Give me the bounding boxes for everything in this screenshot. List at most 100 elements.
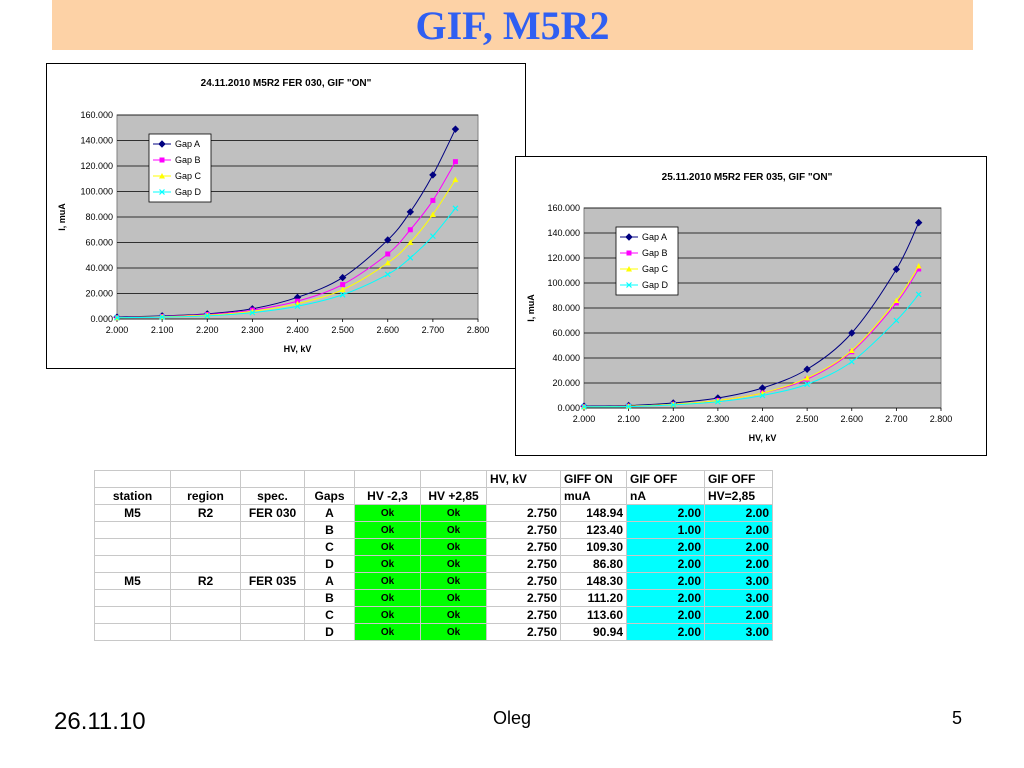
y-tick-label: 0.000 (557, 403, 580, 413)
table-row: B Ok Ok 2.750 123.40 1.00 2.00 (94, 521, 773, 539)
data-point (915, 263, 922, 269)
table-cell: 113.60 (560, 606, 627, 624)
header-cell (94, 470, 171, 488)
data-point (625, 403, 632, 410)
table-cell: B (304, 521, 355, 539)
header-cell: station (94, 487, 171, 505)
table-cell (240, 521, 305, 539)
x-tick-label: 2.700 (422, 325, 445, 335)
table-cell (240, 538, 305, 556)
x-tick-label: 2.800 (930, 414, 953, 424)
data-point (714, 398, 721, 405)
header-cell: region (170, 487, 241, 505)
table-cell: Ok (420, 623, 487, 641)
data-point (452, 159, 458, 165)
y-tick-label: 60.000 (85, 238, 113, 248)
data-point (406, 208, 415, 216)
table-cell: 2.00 (704, 504, 773, 522)
title-bar: GIF, M5R2 (52, 0, 973, 50)
table-cell: Ok (354, 538, 421, 556)
table-cell: 86.80 (560, 555, 627, 573)
data-point (159, 314, 166, 321)
table-header-row: HV, kV GIFF ON GIF OFF GIF OFF (94, 470, 773, 488)
table-cell: 148.30 (560, 572, 627, 590)
data-point (803, 365, 811, 373)
table-cell: 3.00 (704, 589, 773, 607)
data-point (429, 211, 436, 217)
x-tick-label: 2.600 (376, 325, 399, 335)
table-cell (94, 623, 171, 641)
legend-entry: Gap B (175, 155, 201, 165)
x-tick-label: 2.500 (796, 414, 819, 424)
x-tick-label: 2.400 (286, 325, 309, 335)
header-cell (354, 470, 421, 488)
table-cell: 3.00 (704, 572, 773, 590)
legend: Gap A Gap B Gap C Gap D (615, 226, 679, 296)
y-tick-label: 100.000 (547, 278, 580, 288)
table-row: B Ok Ok 2.750 111.20 2.00 3.00 (94, 589, 773, 607)
table-cell: 2.00 (704, 521, 773, 539)
table-cell (240, 589, 305, 607)
table-cell: 2.750 (486, 538, 561, 556)
data-point (429, 233, 436, 240)
x-tick-label: 2.200 (662, 414, 685, 424)
data-point (670, 401, 677, 408)
y-tick-label: 140.000 (547, 228, 580, 238)
table-cell: Ok (354, 504, 421, 522)
legend-marker (626, 282, 632, 288)
legend-marker (626, 250, 632, 256)
data-point (249, 309, 256, 316)
y-tick-label: 160.000 (547, 203, 580, 213)
table-cell (240, 606, 305, 624)
x-tick-label: 2.000 (106, 325, 129, 335)
data-point (407, 254, 414, 261)
header-cell (420, 470, 487, 488)
data-point (385, 251, 391, 257)
y-tick-label: 20.000 (552, 378, 580, 388)
table-cell: C (304, 606, 355, 624)
table-cell: Ok (354, 572, 421, 590)
data-point (892, 265, 901, 273)
table-cell: Ok (354, 521, 421, 539)
data-point (451, 125, 460, 133)
table-cell: 90.94 (560, 623, 627, 641)
data-point (294, 303, 301, 310)
table-cell: Ok (420, 589, 487, 607)
y-axis-label: I, muA (526, 294, 536, 322)
table-cell: 1.00 (626, 521, 705, 539)
y-tick-label: 60.000 (552, 328, 580, 338)
table-cell (170, 555, 241, 573)
table-cell: D (304, 623, 355, 641)
table-cell: 2.750 (486, 521, 561, 539)
data-point (407, 239, 414, 245)
table-row: D Ok Ok 2.750 86.80 2.00 2.00 (94, 555, 773, 573)
table-cell: 2.00 (626, 504, 705, 522)
table-cell (170, 623, 241, 641)
x-tick-label: 2.300 (241, 325, 264, 335)
legend-marker (159, 173, 165, 179)
chart-title: 24.11.2010 M5R2 FER 030, GIF "ON" (201, 78, 372, 89)
legend-entry: Gap A (175, 139, 200, 149)
data-point (893, 297, 900, 303)
table-cell: Ok (354, 555, 421, 573)
table-cell: Ok (354, 623, 421, 641)
table-cell: 2.00 (626, 606, 705, 624)
data-point (204, 312, 211, 319)
x-tick-label: 2.700 (885, 414, 908, 424)
data-point (338, 273, 347, 282)
table-cell: 2.750 (486, 606, 561, 624)
table-cell: C (304, 538, 355, 556)
y-tick-label: 80.000 (85, 212, 113, 222)
y-axis-label: I, muA (57, 203, 67, 231)
table-cell: Ok (420, 572, 487, 590)
table-row: M5 R2 FER 030 A Ok Ok 2.750 148.94 2.00 2.00 (94, 504, 773, 522)
table-cell: Ok (420, 521, 487, 539)
table-cell (170, 589, 241, 607)
legend-box (615, 226, 679, 296)
data-point (452, 205, 459, 212)
data-point (114, 314, 120, 321)
table-cell: M5 (94, 504, 171, 522)
series-gap-d (114, 205, 459, 321)
table-cell: A (304, 504, 355, 522)
table-cell: FER 030 (240, 504, 305, 522)
